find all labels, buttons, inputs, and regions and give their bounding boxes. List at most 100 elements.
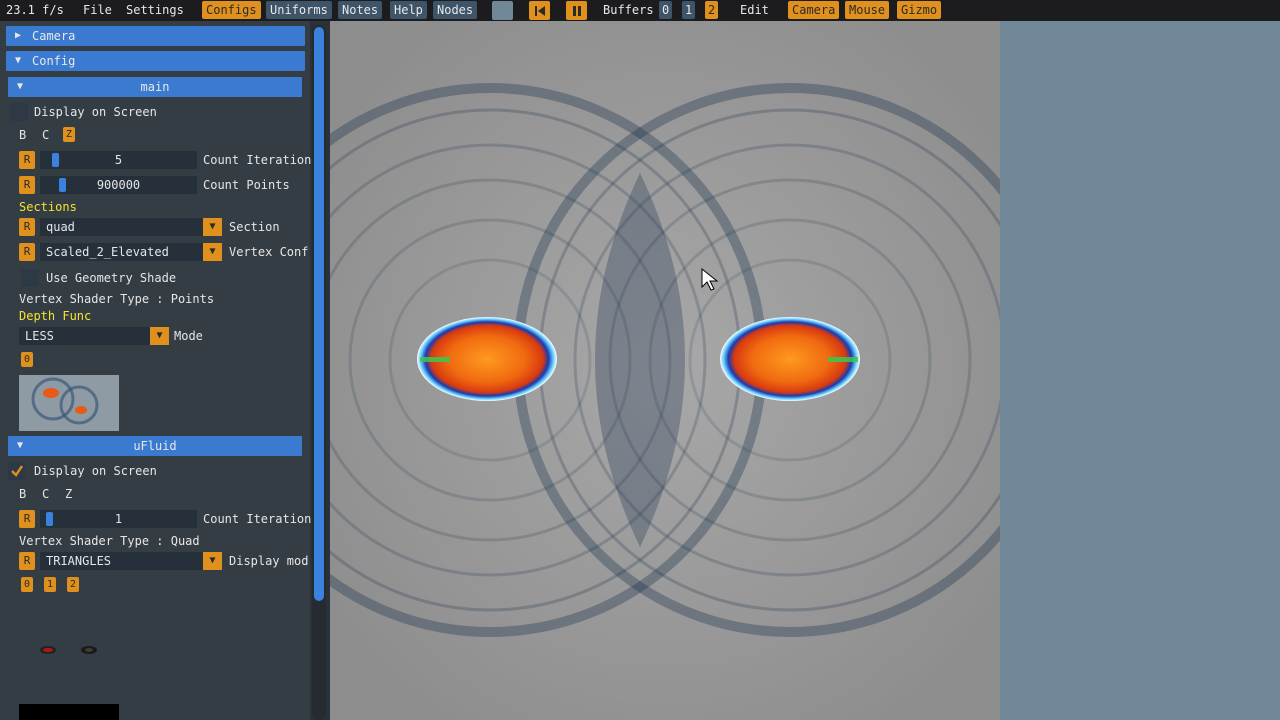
- dropdown-arrow-icon[interactable]: ▼: [150, 327, 169, 345]
- mouse-button[interactable]: Mouse: [845, 1, 890, 19]
- sections-title: Sections: [19, 200, 77, 214]
- bottom-black-thumbnail[interactable]: [19, 704, 119, 720]
- main-z-toggle[interactable]: Z: [63, 127, 75, 142]
- ufluid-z-toggle[interactable]: Z: [65, 487, 73, 501]
- color-swatch[interactable]: [492, 1, 513, 20]
- buffer-2-button[interactable]: 2: [705, 1, 719, 19]
- camera-button[interactable]: Camera: [788, 1, 840, 19]
- ufluid-thumbnail-image: [40, 646, 97, 654]
- display-mode-combo[interactable]: TRIANGLES ▼: [40, 552, 222, 570]
- vertex-shader-type-main: Vertex Shader Type : Points: [19, 292, 215, 306]
- main-b-toggle[interactable]: B: [19, 128, 27, 142]
- main-header[interactable]: ▼ main: [8, 77, 302, 97]
- notes-button[interactable]: Notes: [338, 1, 383, 19]
- pause-button[interactable]: [566, 1, 587, 20]
- check-icon: [11, 465, 23, 477]
- count-iteration-slider[interactable]: 5: [40, 151, 197, 169]
- count-points-label: Count Points: [203, 178, 290, 192]
- ufluid-count-iteration-value: 1: [114, 512, 123, 526]
- mouse-cursor-icon: [701, 267, 719, 291]
- dropdown-arrow-icon[interactable]: ▼: [203, 552, 222, 570]
- vertex-shader-type-ufluid: Vertex Shader Type : Quad: [19, 534, 200, 548]
- ufluid-buffer-1-button[interactable]: 1: [44, 577, 56, 592]
- dropdown-arrow-icon[interactable]: ▼: [203, 243, 222, 261]
- slider-grab[interactable]: [59, 178, 66, 192]
- main-c-toggle[interactable]: C: [42, 128, 50, 142]
- reset-ufluid-iteration-button[interactable]: R: [19, 510, 35, 528]
- ufluid-buffer-0-button[interactable]: 0: [21, 577, 33, 592]
- buffers-label: Buffers: [603, 3, 654, 17]
- menu-settings[interactable]: Settings: [126, 3, 184, 17]
- slider-grab[interactable]: [46, 512, 53, 526]
- count-points-slider[interactable]: 900000: [40, 176, 197, 194]
- vertex-conf-combo[interactable]: Scaled_2_Elevated ▼: [40, 243, 222, 261]
- reset-count-points-button[interactable]: R: [19, 176, 35, 194]
- vertex-conf-value: Scaled_2_Elevated: [46, 245, 169, 259]
- render-viewport[interactable]: [330, 21, 1000, 720]
- expanded-arrow-icon: ▼: [17, 81, 24, 92]
- count-iteration-value: 5: [114, 153, 123, 167]
- ufluid-header[interactable]: ▼ uFluid: [8, 436, 302, 456]
- config-panel-content: ▶ Camera ▼ Config ▼ main Display on Scre…: [0, 21, 312, 720]
- nodes-button[interactable]: Nodes: [433, 1, 478, 19]
- fps-counter: 23.1 f/s: [6, 3, 64, 17]
- ufluid-count-iteration-slider[interactable]: 1: [40, 510, 197, 528]
- display-mode-value: TRIANGLES: [46, 554, 112, 568]
- count-iteration-label: Count Iteration: [203, 153, 312, 167]
- expanded-arrow-icon: ▼: [17, 440, 24, 451]
- depth-mode-combo[interactable]: LESS ▼: [19, 327, 169, 345]
- slider-grab[interactable]: [52, 153, 59, 167]
- ufluid-header-label: uFluid: [133, 439, 177, 453]
- ufluid-buffer-thumbnail[interactable]: [19, 611, 119, 671]
- fluid-render-image: [330, 21, 1000, 720]
- gizmo-button[interactable]: Gizmo: [897, 1, 942, 19]
- uniforms-button[interactable]: Uniforms: [266, 1, 332, 19]
- dropdown-arrow-icon[interactable]: ▼: [203, 218, 222, 236]
- help-button[interactable]: Help: [390, 1, 427, 19]
- reset-count-iteration-button[interactable]: R: [19, 151, 35, 169]
- count-points-value: 900000: [96, 178, 141, 192]
- menu-edit[interactable]: Edit: [740, 3, 769, 17]
- config-panel: ▶ Camera ▼ Config ▼ main Display on Scre…: [0, 21, 330, 720]
- config-header[interactable]: ▼ Config: [6, 51, 305, 71]
- scrollbar-thumb[interactable]: [314, 27, 324, 601]
- ufluid-b-toggle[interactable]: B: [19, 487, 27, 501]
- ufluid-count-iteration-label: Count Iteration: [203, 512, 312, 526]
- camera-header[interactable]: ▶ Camera: [6, 26, 305, 46]
- section-combo[interactable]: quad ▼: [40, 218, 222, 236]
- ufluid-display-checkbox[interactable]: [8, 462, 26, 480]
- section-label: Section: [229, 220, 280, 234]
- buffer-1-button[interactable]: 1: [682, 1, 696, 19]
- geometry-shader-label: Use Geometry Shade: [46, 271, 177, 285]
- ufluid-buffer-2-button[interactable]: 2: [67, 577, 79, 592]
- buffer-0-button[interactable]: 0: [659, 1, 673, 19]
- thumbnail-preview-image: [19, 375, 119, 431]
- skip-back-icon: [534, 5, 545, 16]
- background-area: [1000, 21, 1280, 720]
- depth-mode-value: LESS: [25, 329, 54, 343]
- rewind-button[interactable]: [529, 1, 550, 20]
- depth-func-title: Depth Func: [19, 309, 92, 323]
- camera-header-label: Camera: [32, 29, 76, 43]
- ufluid-c-toggle[interactable]: C: [42, 487, 50, 501]
- config-header-label: Config: [32, 54, 76, 68]
- ufluid-display-label: Display on Screen: [34, 464, 157, 478]
- vertex-conf-label: Vertex Conf: [229, 245, 309, 259]
- expanded-arrow-icon: ▼: [15, 55, 22, 66]
- pause-icon: [572, 5, 581, 16]
- section-value: quad: [46, 220, 75, 234]
- reset-vertex-conf-button[interactable]: R: [19, 243, 35, 261]
- display-mode-label: Display mod: [229, 554, 309, 568]
- depth-mode-label: Mode: [174, 329, 203, 343]
- main-display-label: Display on Screen: [34, 105, 157, 119]
- main-buffer-thumbnail[interactable]: [19, 375, 119, 431]
- reset-section-button[interactable]: R: [19, 218, 35, 236]
- reset-display-mode-button[interactable]: R: [19, 552, 35, 570]
- menu-file[interactable]: File: [83, 3, 112, 17]
- geometry-shader-checkbox[interactable]: [21, 269, 39, 287]
- main-buffer-0-button[interactable]: 0: [21, 352, 33, 367]
- main-header-label: main: [140, 80, 170, 94]
- panel-scrollbar[interactable]: [312, 25, 326, 720]
- configs-button[interactable]: Configs: [202, 1, 261, 19]
- main-display-checkbox[interactable]: [10, 103, 28, 121]
